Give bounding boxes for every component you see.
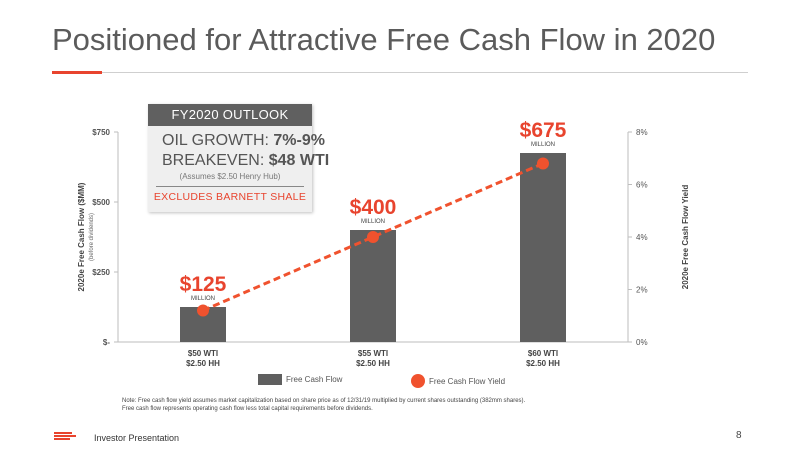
- legend-line-marker: [411, 374, 425, 388]
- breakeven-label: BREAKEVEN:: [162, 152, 269, 169]
- fcf-yield-line: [202, 162, 544, 312]
- legend-item-fcf-yield: Free Cash Flow Yield: [411, 374, 505, 388]
- breakeven-value: $48 WTI: [268, 152, 330, 169]
- legend-bar-label: Free Cash Flow: [286, 375, 343, 384]
- left-axis-tick-label: $250: [92, 268, 110, 277]
- fcf-data-label-unit: MILLION: [191, 296, 215, 302]
- footer-label: Investor Presentation: [94, 433, 180, 443]
- left-axis-tick-label: $500: [92, 198, 110, 207]
- right-axis-tick-label: 8%: [636, 128, 648, 137]
- right-axis-title: 2020e Free Cash Flow Yield: [681, 185, 690, 290]
- x-category-sublabel: $2.50 HH: [356, 359, 390, 368]
- title-accent-bar: [52, 71, 102, 74]
- fcf-yield-point: [367, 231, 379, 243]
- fcf-data-label-unit: MILLION: [361, 219, 385, 225]
- page-number: 8: [736, 430, 742, 441]
- right-axis-tick-label: 0%: [636, 338, 648, 347]
- left-axis-tick-label: $-: [103, 338, 110, 347]
- outlook-header: FY2020 OUTLOOK: [148, 104, 312, 126]
- company-logo: [54, 432, 76, 444]
- fcf-bar: [350, 230, 396, 342]
- footnote-line-1: Note: Free cash flow yield assumes marke…: [122, 398, 526, 404]
- excludes-barnett-note: EXCLUDES BARNETT SHALE: [153, 191, 307, 203]
- legend-item-free-cash-flow: Free Cash Flow: [258, 374, 342, 385]
- henry-hub-assumption: (Assumes $2.50 Henry Hub): [179, 172, 281, 181]
- fcf-data-label-unit: MILLION: [531, 142, 555, 148]
- oil-growth-value: 7%-9%: [273, 132, 325, 149]
- x-category-sublabel: $2.50 HH: [526, 359, 560, 368]
- oil-growth-line: OIL GROWTH: 7%-9%: [148, 131, 325, 151]
- fcf-data-label: $675: [520, 119, 567, 142]
- legend-line-label: Free Cash Flow Yield: [429, 376, 506, 386]
- left-axis-tick-label: $750: [92, 128, 110, 137]
- x-category-label: $50 WTI: [188, 349, 218, 358]
- right-axis-tick-label: 2%: [636, 286, 648, 295]
- free-cash-flow-chart: $- $250 $500 $750 0% 2% 4% 6% 8% 2020e Free Cash …: [77, 119, 690, 368]
- left-axis-title: 2020e Free Cash Flow ($MM): [77, 182, 86, 291]
- fcf-data-label: $400: [350, 196, 397, 219]
- fcf-yield-point: [537, 157, 549, 170]
- left-axis-subtitle: (before dividends): [89, 213, 95, 261]
- x-category-label: $55 WTI: [358, 349, 388, 358]
- x-category-label: $60 WTI: [528, 349, 558, 358]
- outlook-divider: [156, 186, 304, 187]
- oil-growth-label: OIL GROWTH:: [162, 132, 274, 149]
- fcf-data-label: $125: [180, 273, 227, 296]
- footnote: Note: Free cash flow yield assumes marke…: [122, 397, 525, 413]
- fcf-bar: [520, 153, 566, 342]
- fcf-yield-point: [197, 304, 209, 317]
- title-divider: [52, 72, 748, 73]
- x-category-sublabel: $2.50 HH: [186, 359, 220, 368]
- page-title: Positioned for Attractive Free Cash Flow…: [52, 22, 716, 57]
- legend-bar-swatch: [258, 374, 282, 385]
- footnote-line-2: Free cash flow represents operating cash…: [122, 406, 373, 412]
- right-axis-tick-label: 4%: [636, 233, 648, 242]
- fy2020-outlook-box: FY2020 OUTLOOK OIL GROWTH: 7%-9% BREAKEV…: [148, 104, 329, 212]
- breakeven-line: BREAKEVEN: $48 WTI: [148, 151, 329, 171]
- right-axis-tick-label: 6%: [636, 181, 648, 190]
